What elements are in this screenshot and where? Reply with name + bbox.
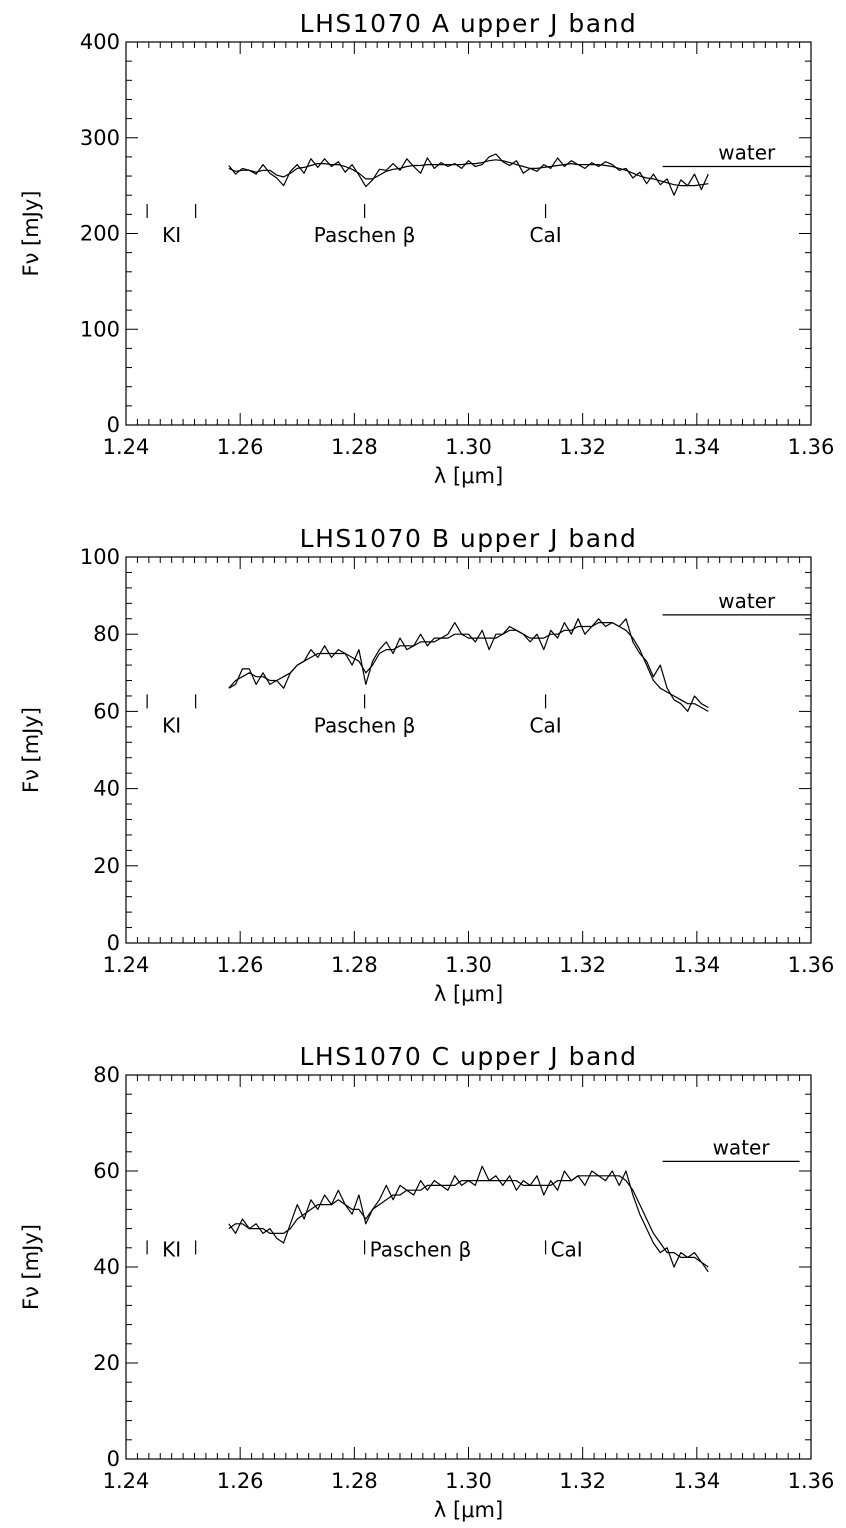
annotation-label: CaI: [530, 713, 562, 737]
spectrum-line: [228, 618, 709, 713]
x-tick-label: 1.36: [788, 435, 835, 459]
annotation-label: Paschen β: [314, 713, 416, 737]
y-tick-label: 0: [107, 1447, 120, 1471]
chart-panel-1: LHS1070 A upper J band 1.24 1.26 1.28 1.30 1.…: [19, 9, 834, 488]
x-tick-label: 1.36: [788, 953, 835, 977]
x-tick-label: 1.34: [673, 953, 720, 977]
chart-title: LHS1070 C upper J band: [300, 1042, 638, 1071]
y-tick-label: 100: [80, 317, 120, 341]
y-tick-label: 100: [80, 545, 120, 569]
y-tick-label: 0: [107, 413, 120, 437]
water-band-label: water: [713, 1135, 771, 1159]
y-axis-label: Fν [mJy]: [19, 191, 43, 277]
annotation-label: KI: [162, 1237, 181, 1261]
y-tick-label: 20: [93, 854, 120, 878]
smoothed-spectrum-line: [228, 621, 709, 712]
smoothed-spectrum-line: [228, 1175, 709, 1268]
x-tick-label: 1.24: [103, 1469, 150, 1493]
y-tick-label: 20: [93, 1351, 120, 1375]
y-tick-label: 80: [93, 622, 120, 646]
annotation-label: Paschen β: [370, 1237, 472, 1261]
x-axis-label: λ [μm]: [434, 1498, 503, 1522]
x-tick-label: 1.32: [559, 435, 606, 459]
x-tick-label: 1.30: [445, 953, 492, 977]
x-tick-label: 1.26: [217, 435, 264, 459]
smoothed-spectrum-line: [228, 159, 709, 187]
water-band-label: water: [718, 589, 776, 613]
chart-panel-2: LHS1070 B upper J band 1.24 1.26 1.28 1.30 1.…: [19, 524, 834, 1006]
y-tick-label: 60: [93, 1159, 120, 1183]
x-tick-label: 1.26: [217, 953, 264, 977]
x-axis-label: λ [μm]: [434, 982, 503, 1006]
x-tick-label: 1.30: [445, 435, 492, 459]
y-tick-label: 80: [93, 1063, 120, 1087]
x-tick-label: 1.24: [103, 953, 150, 977]
x-tick-label: 1.32: [559, 953, 606, 977]
y-tick-label: 300: [80, 126, 120, 150]
x-tick-label: 1.32: [559, 1469, 606, 1493]
water-band-label: water: [718, 140, 776, 164]
y-tick-label: 60: [93, 699, 120, 723]
annotation-label: CaI: [551, 1237, 583, 1261]
y-tick-label: 0: [107, 931, 120, 955]
y-axis-label: Fν [mJy]: [19, 1224, 43, 1310]
x-tick-label: 1.34: [673, 1469, 720, 1493]
plot-frame: [125, 41, 812, 426]
y-tick-label: 400: [80, 30, 120, 54]
y-axis-label: Fν [mJy]: [19, 707, 43, 793]
annotation-label: KI: [162, 223, 181, 247]
annotation-label: CaI: [530, 223, 562, 247]
annotation-label: Paschen β: [314, 223, 416, 247]
chart-panel-3: LHS1070 C upper J band 1.24 1.26 1.28 1.30 1.…: [19, 1042, 834, 1522]
chart-title: LHS1070 A upper J band: [300, 9, 638, 38]
y-tick-label: 40: [93, 777, 120, 801]
annotation-label: KI: [162, 713, 181, 737]
x-tick-label: 1.36: [788, 1469, 835, 1493]
x-tick-label: 1.28: [331, 953, 378, 977]
y-tick-label: 200: [80, 222, 120, 246]
x-tick-label: 1.30: [445, 1469, 492, 1493]
y-tick-label: 40: [93, 1255, 120, 1279]
x-tick-label: 1.28: [331, 435, 378, 459]
x-tick-label: 1.28: [331, 1469, 378, 1493]
x-tick-label: 1.24: [103, 435, 150, 459]
x-tick-label: 1.26: [217, 1469, 264, 1493]
x-axis-label: λ [μm]: [434, 464, 503, 488]
x-tick-label: 1.34: [673, 435, 720, 459]
chart-title: LHS1070 B upper J band: [300, 524, 638, 553]
